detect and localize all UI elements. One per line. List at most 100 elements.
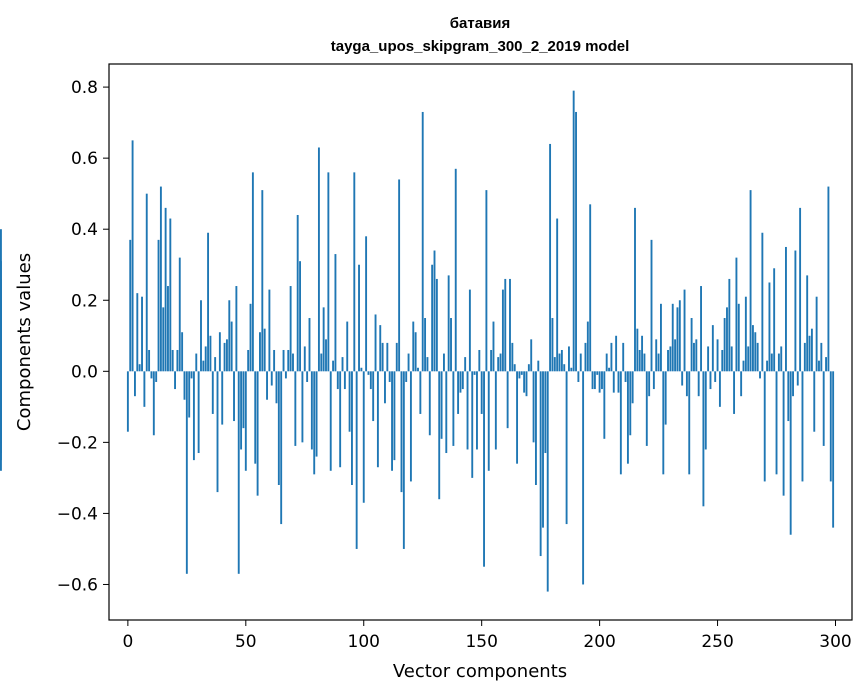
chart-subtitle: tayga_upos_skipgram_300_2_2019 model — [331, 38, 630, 55]
bar — [176, 349, 179, 372]
bar — [126, 371, 129, 432]
y-tick-label: 0.0 — [71, 362, 98, 382]
bar — [553, 357, 556, 372]
bar — [579, 353, 582, 372]
bar — [530, 339, 533, 372]
x-tick-label: 50 — [235, 632, 257, 652]
bar — [438, 371, 441, 500]
bar — [740, 371, 743, 397]
x-axis-label: Vector components — [393, 661, 567, 682]
bar — [256, 371, 259, 496]
bar — [200, 300, 202, 372]
bar — [671, 303, 674, 372]
bar — [136, 293, 139, 372]
bar — [728, 278, 731, 372]
bar — [655, 339, 658, 372]
bar — [667, 349, 669, 372]
bar — [556, 218, 559, 372]
bar — [492, 321, 495, 372]
bar — [192, 371, 195, 461]
bar — [664, 371, 667, 425]
bar — [598, 371, 601, 393]
bar — [700, 286, 702, 372]
bar — [150, 371, 153, 379]
bar — [749, 190, 752, 372]
bar — [197, 371, 200, 454]
bar — [558, 353, 561, 372]
bar — [516, 371, 519, 464]
bar — [171, 349, 174, 372]
bar — [829, 371, 832, 482]
bar — [733, 371, 736, 414]
bar — [709, 371, 712, 390]
y-tick-label: −0.2 — [57, 433, 98, 453]
bar — [431, 264, 434, 372]
y-tick-label: 0.6 — [71, 149, 98, 169]
bar — [275, 371, 278, 404]
bar — [296, 214, 299, 372]
bar — [570, 367, 573, 372]
bar — [617, 371, 620, 393]
bar — [261, 190, 264, 372]
bar — [374, 314, 377, 372]
bar — [596, 371, 599, 375]
bar — [346, 321, 349, 372]
bar — [280, 371, 283, 525]
bar — [424, 318, 427, 372]
bar — [645, 371, 648, 446]
bar — [707, 346, 710, 372]
bar — [504, 278, 507, 372]
bar — [249, 303, 252, 372]
bar — [676, 307, 679, 372]
bar — [388, 371, 391, 382]
bar — [822, 371, 825, 446]
bar — [501, 289, 504, 372]
bar — [299, 261, 301, 372]
bar — [284, 371, 287, 379]
bar — [551, 318, 554, 372]
bar — [409, 371, 412, 482]
bar — [662, 371, 665, 475]
bar — [131, 140, 134, 372]
bar — [799, 207, 802, 372]
bar — [204, 346, 207, 372]
bar — [534, 371, 537, 485]
bar — [428, 371, 431, 436]
bar — [759, 371, 761, 379]
bar — [402, 371, 405, 549]
bar — [466, 371, 469, 450]
bar — [685, 371, 688, 397]
bar — [593, 371, 596, 390]
bars-group — [0, 90, 835, 592]
bar — [803, 342, 806, 372]
bar — [785, 246, 787, 372]
bar — [693, 342, 695, 372]
bar — [563, 364, 566, 372]
bar — [259, 332, 261, 372]
bar — [242, 371, 245, 429]
bar — [343, 371, 346, 390]
bar — [393, 371, 396, 461]
bar — [162, 307, 165, 372]
bar — [577, 371, 580, 382]
bar — [568, 346, 570, 372]
bar — [183, 371, 186, 400]
bar — [362, 371, 365, 503]
bar — [678, 300, 681, 372]
bar — [737, 303, 740, 372]
bar — [494, 371, 497, 450]
x-tick-label: 300 — [819, 632, 851, 652]
bar — [384, 371, 386, 404]
bar — [450, 318, 452, 372]
bar — [695, 339, 698, 372]
bar — [605, 353, 608, 372]
bar — [287, 349, 290, 372]
bar — [499, 353, 502, 372]
bar — [681, 371, 684, 386]
bar — [155, 371, 158, 382]
bar — [240, 371, 243, 450]
bar — [485, 190, 488, 372]
bar — [721, 349, 724, 372]
